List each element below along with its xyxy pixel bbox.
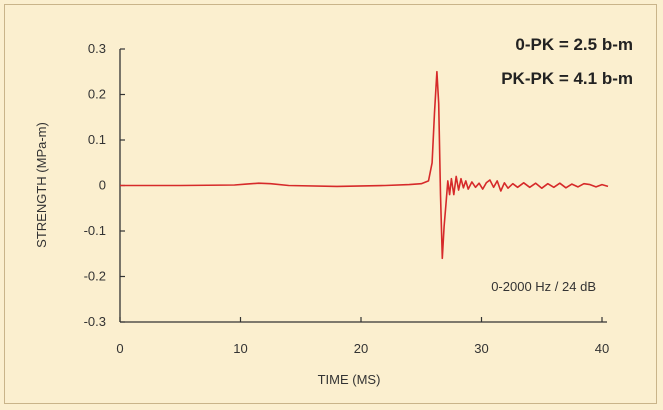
y-tick-label: 0.3 xyxy=(88,41,106,56)
peak-peak-label: PK-PK = 4.1 b-m xyxy=(501,69,633,88)
y-axis-title: STRENGTH (MPa-m) xyxy=(34,122,49,248)
y-ticks: 0.3 0.2 0.1 0 -0.1 -0.2 -0.3 xyxy=(84,41,125,329)
x-tick-label: 40 xyxy=(595,341,609,356)
y-tick-label: -0.1 xyxy=(84,223,106,238)
x-tick-label: 10 xyxy=(233,341,247,356)
series-line xyxy=(120,70,609,260)
x-tick-label: 30 xyxy=(474,341,488,356)
y-tick-label: 0.2 xyxy=(88,87,106,102)
zero-peak-label: 0-PK = 2.5 b-m xyxy=(515,35,633,54)
y-tick-label: -0.2 xyxy=(84,269,106,284)
x-ticks: 0 10 20 30 40 xyxy=(116,317,609,356)
filter-label: 0-2000 Hz / 24 dB xyxy=(491,279,596,294)
x-axis-title: TIME (MS) xyxy=(318,372,381,387)
x-tick-label: 20 xyxy=(354,341,368,356)
y-tick-label: 0.1 xyxy=(88,132,106,147)
y-tick-label: 0 xyxy=(99,178,106,193)
chart-frame xyxy=(4,4,657,404)
x-tick-label: 0 xyxy=(116,341,123,356)
y-tick-label: -0.3 xyxy=(84,314,106,329)
